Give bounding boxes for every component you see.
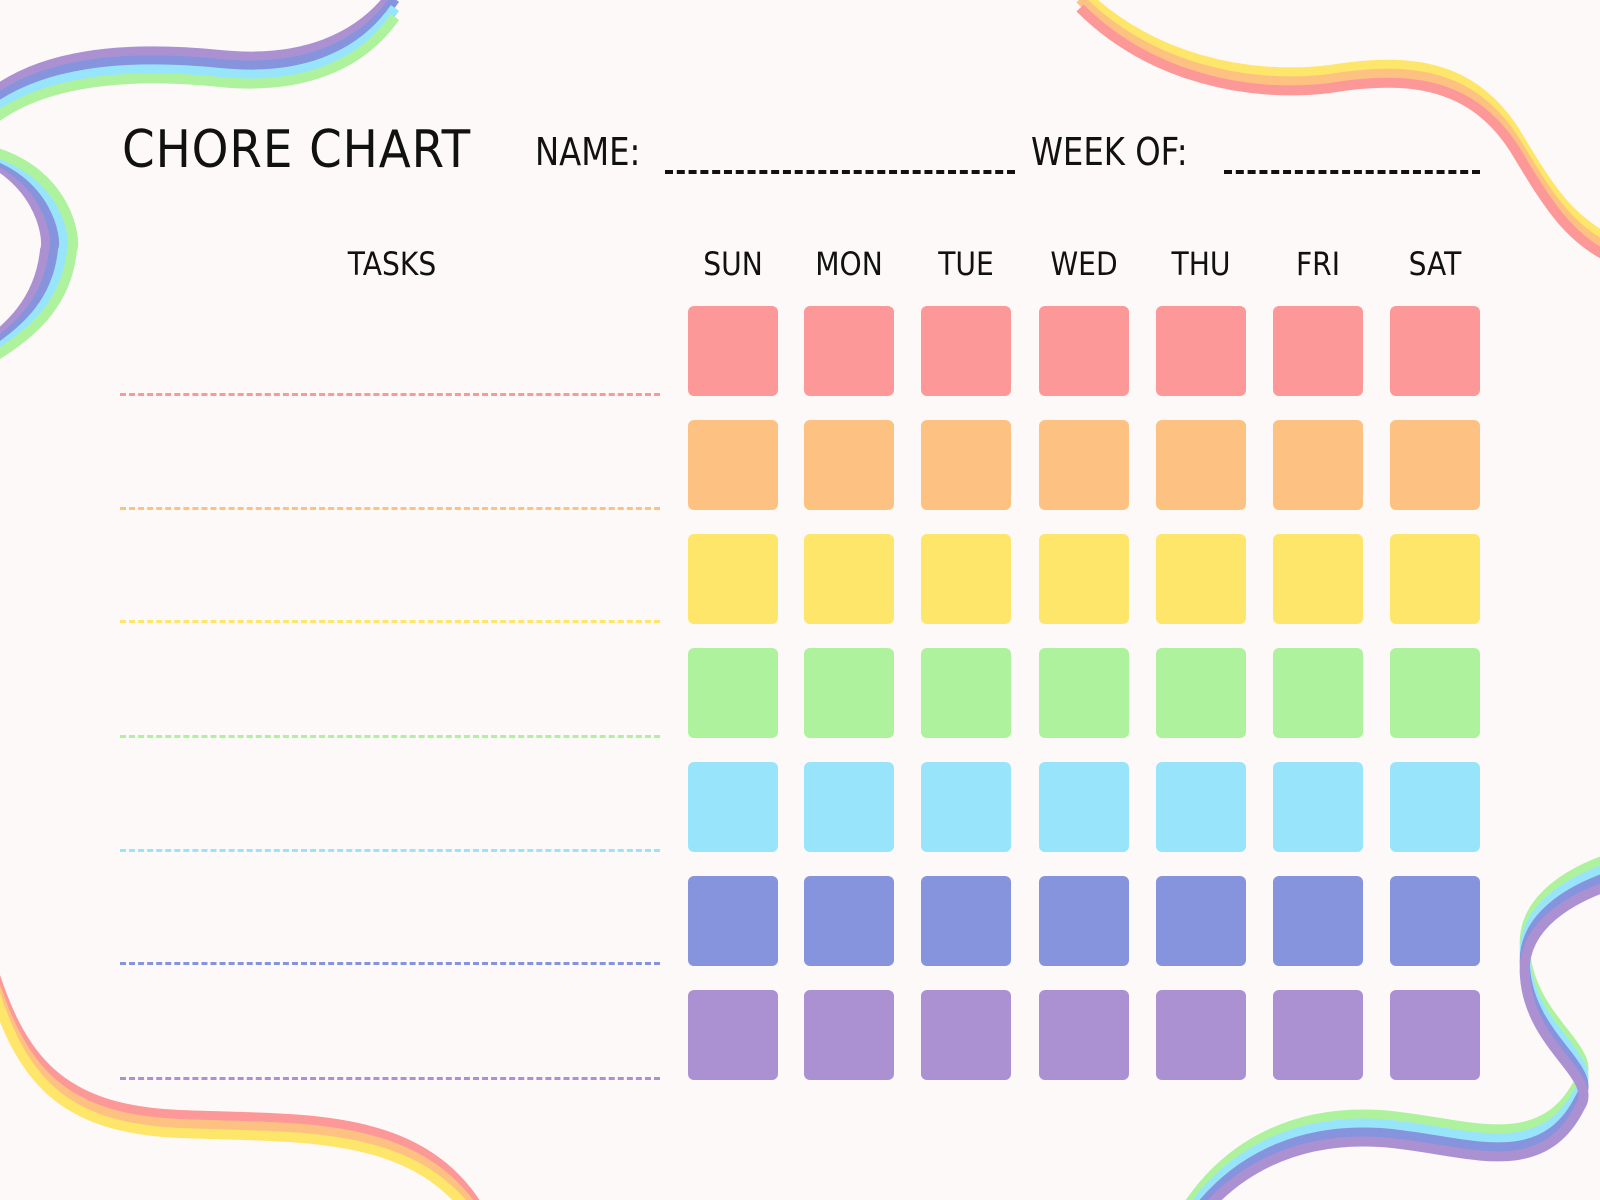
task-input-line[interactable] — [120, 507, 660, 510]
task-input-line[interactable] — [120, 962, 660, 965]
checkbox-fri-row-7[interactable] — [1273, 990, 1363, 1080]
checkbox-wed-row-2[interactable] — [1039, 420, 1129, 510]
task-input-line[interactable] — [120, 849, 660, 852]
checkbox-mon-row-3[interactable] — [804, 534, 894, 624]
rainbow-top-right — [1076, 4, 1600, 259]
task-input-line[interactable] — [120, 393, 660, 396]
name-field[interactable] — [665, 170, 1015, 174]
checkbox-tue-row-6[interactable] — [921, 876, 1011, 966]
checkbox-tue-row-7[interactable] — [921, 990, 1011, 1080]
checkbox-sun-row-6[interactable] — [688, 876, 778, 966]
checkbox-fri-row-4[interactable] — [1273, 648, 1363, 738]
day-header-mon: MON — [815, 245, 883, 283]
day-header-sun: SUN — [703, 245, 763, 283]
rainbow-left-arc — [0, 161, 52, 340]
checkbox-thu-row-6[interactable] — [1156, 876, 1246, 966]
checkbox-sat-row-4[interactable] — [1390, 648, 1480, 738]
checkbox-fri-row-5[interactable] — [1273, 762, 1363, 852]
checkbox-mon-row-5[interactable] — [804, 762, 894, 852]
task-input-line[interactable] — [120, 735, 660, 738]
checkbox-sun-row-7[interactable] — [688, 990, 778, 1080]
checkbox-sat-row-6[interactable] — [1390, 876, 1480, 966]
checkbox-thu-row-7[interactable] — [1156, 990, 1246, 1080]
rainbow-top-left — [0, 5, 400, 112]
checkbox-thu-row-4[interactable] — [1156, 648, 1246, 738]
tasks-header: TASKS — [347, 245, 437, 283]
checkbox-mon-row-1[interactable] — [804, 306, 894, 396]
page-title: CHORE CHART — [122, 120, 472, 180]
day-header-tue: TUE — [938, 245, 994, 283]
checkbox-fri-row-2[interactable] — [1273, 420, 1363, 510]
checkbox-tue-row-3[interactable] — [921, 534, 1011, 624]
checkbox-sun-row-5[interactable] — [688, 762, 778, 852]
checkbox-sun-row-1[interactable] — [688, 306, 778, 396]
task-input-line[interactable] — [120, 1077, 660, 1080]
checkbox-mon-row-6[interactable] — [804, 876, 894, 966]
rainbow-top-left — [0, 0, 400, 103]
day-header-fri: FRI — [1295, 245, 1341, 283]
checkbox-sat-row-7[interactable] — [1390, 990, 1480, 1080]
rainbow-left-arc — [0, 152, 70, 354]
checkbox-tue-row-4[interactable] — [921, 648, 1011, 738]
rainbow-top-left — [0, 14, 400, 121]
checkbox-sat-row-1[interactable] — [1390, 306, 1480, 396]
checkbox-wed-row-3[interactable] — [1039, 534, 1129, 624]
checkbox-tue-row-5[interactable] — [921, 762, 1011, 852]
checkbox-wed-row-4[interactable] — [1039, 648, 1129, 738]
checkbox-thu-row-2[interactable] — [1156, 420, 1246, 510]
checkbox-thu-row-3[interactable] — [1156, 534, 1246, 624]
rainbow-left-arc — [0, 148, 79, 360]
week-of-field[interactable] — [1224, 170, 1480, 174]
checkbox-wed-row-1[interactable] — [1039, 306, 1129, 396]
day-header-thu: THU — [1171, 245, 1231, 283]
day-header-sat: SAT — [1408, 245, 1462, 283]
checkbox-thu-row-5[interactable] — [1156, 762, 1246, 852]
rainbow-left-arc — [0, 156, 61, 347]
checkbox-sat-row-3[interactable] — [1390, 534, 1480, 624]
rainbow-bottom-right — [1207, 883, 1600, 1200]
checkbox-sun-row-2[interactable] — [688, 420, 778, 510]
task-input-line[interactable] — [120, 620, 660, 623]
rainbow-top-right — [1083, 0, 1600, 241]
checkbox-wed-row-6[interactable] — [1039, 876, 1129, 966]
checkbox-thu-row-1[interactable] — [1156, 306, 1246, 396]
checkbox-fri-row-3[interactable] — [1273, 534, 1363, 624]
checkbox-mon-row-4[interactable] — [804, 648, 894, 738]
checkbox-mon-row-7[interactable] — [804, 990, 894, 1080]
checkbox-sun-row-4[interactable] — [688, 648, 778, 738]
checkbox-fri-row-1[interactable] — [1273, 306, 1363, 396]
checkbox-fri-row-6[interactable] — [1273, 876, 1363, 966]
checkbox-wed-row-7[interactable] — [1039, 990, 1129, 1080]
name-label: NAME: — [535, 130, 641, 174]
checkbox-mon-row-2[interactable] — [804, 420, 894, 510]
checkbox-sun-row-3[interactable] — [688, 534, 778, 624]
rainbow-top-left — [0, 0, 394, 94]
checkbox-tue-row-1[interactable] — [921, 306, 1011, 396]
checkbox-sat-row-2[interactable] — [1390, 420, 1480, 510]
week-of-label: WEEK OF: — [1031, 130, 1188, 174]
checkbox-wed-row-5[interactable] — [1039, 762, 1129, 852]
day-header-wed: WED — [1050, 245, 1118, 283]
rainbow-top-right — [1076, 0, 1600, 250]
checkbox-sat-row-5[interactable] — [1390, 762, 1480, 852]
rainbow-bottom-left — [0, 993, 466, 1200]
checkbox-tue-row-2[interactable] — [921, 420, 1011, 510]
